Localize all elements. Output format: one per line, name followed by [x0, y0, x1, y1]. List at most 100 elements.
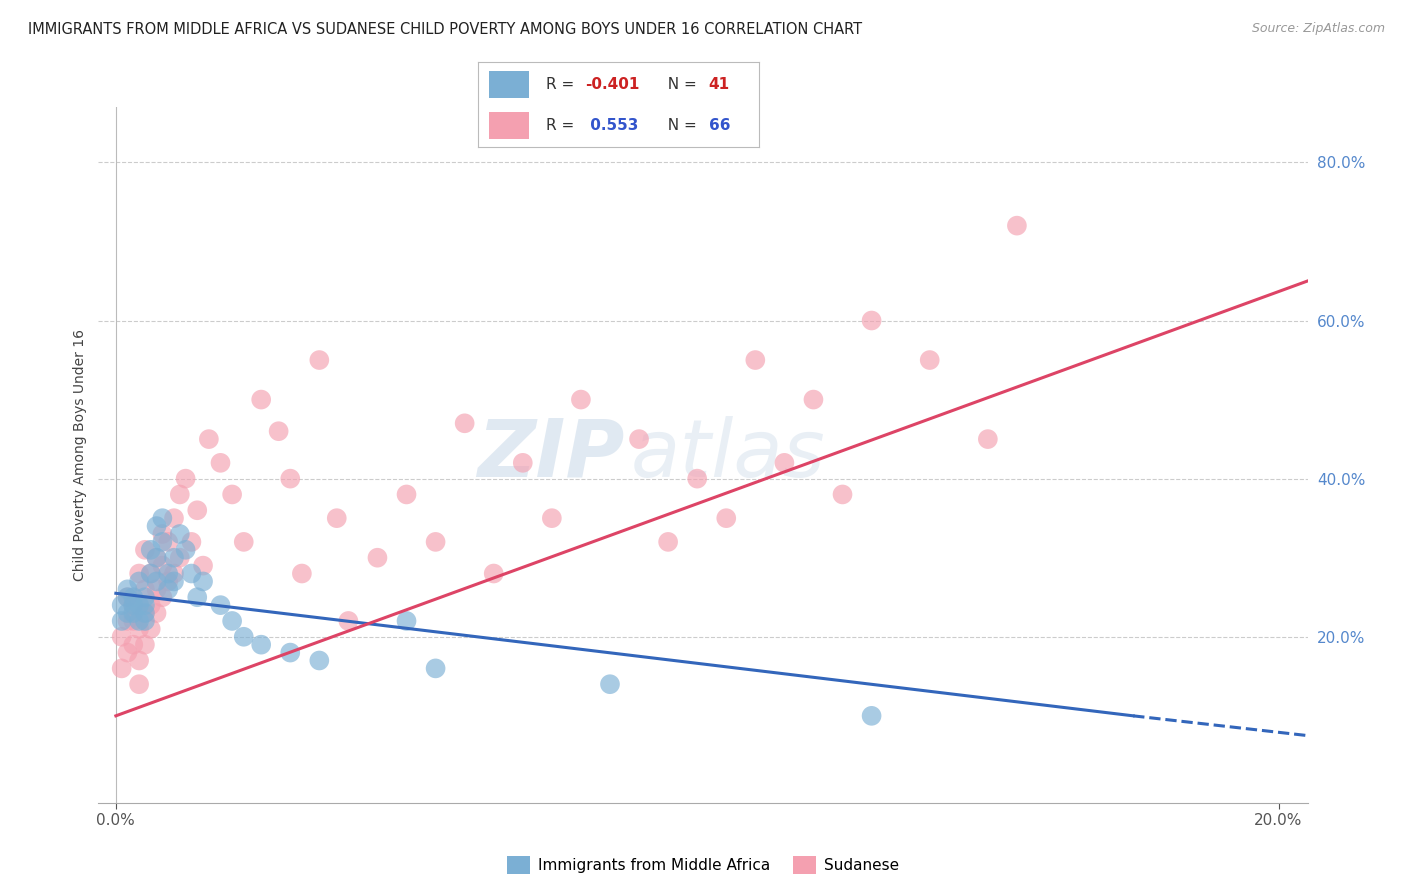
Point	[232, 534, 254, 549]
Point	[308, 653, 330, 667]
Point	[150, 511, 173, 525]
Point	[111, 614, 134, 628]
Text: ZIP: ZIP	[477, 416, 624, 494]
Point	[250, 392, 273, 407]
Point	[157, 534, 180, 549]
Point	[122, 598, 145, 612]
Point	[128, 574, 150, 589]
Point	[860, 313, 883, 327]
Point	[278, 646, 301, 660]
Point	[169, 527, 191, 541]
Point	[122, 614, 145, 628]
Point	[145, 574, 167, 589]
Point	[139, 566, 162, 581]
Point	[395, 487, 418, 501]
Point	[157, 582, 180, 597]
Point	[134, 606, 156, 620]
Point	[163, 574, 186, 589]
Point	[139, 566, 162, 581]
Text: Source: ZipAtlas.com: Source: ZipAtlas.com	[1251, 22, 1385, 36]
Point	[150, 527, 173, 541]
Point	[180, 534, 202, 549]
Text: -0.401: -0.401	[585, 77, 640, 92]
Point	[569, 392, 592, 407]
Point	[163, 566, 186, 581]
Point	[139, 622, 162, 636]
Point	[221, 614, 243, 628]
Text: R =: R =	[546, 77, 579, 92]
Point	[278, 472, 301, 486]
Point	[366, 550, 388, 565]
Point	[111, 630, 134, 644]
Bar	[489, 71, 529, 98]
Point	[163, 511, 186, 525]
Point	[128, 653, 150, 667]
Point	[169, 487, 191, 501]
Point	[117, 646, 139, 660]
Point	[174, 542, 197, 557]
Bar	[489, 112, 529, 139]
Point	[860, 708, 883, 723]
Point	[117, 614, 139, 628]
Point	[512, 456, 534, 470]
Point	[128, 614, 150, 628]
Point	[134, 582, 156, 597]
Point	[117, 591, 139, 605]
Point	[128, 677, 150, 691]
Point	[716, 511, 738, 525]
Point	[150, 558, 173, 573]
Point	[191, 574, 214, 589]
Point	[657, 534, 679, 549]
Point	[169, 550, 191, 565]
Y-axis label: Child Poverty Among Boys Under 16: Child Poverty Among Boys Under 16	[73, 329, 87, 581]
Point	[425, 534, 447, 549]
Text: N =: N =	[658, 77, 702, 92]
Point	[117, 606, 139, 620]
Point	[918, 353, 941, 368]
Point	[686, 472, 709, 486]
Point	[145, 606, 167, 620]
Point	[395, 614, 418, 628]
Point	[134, 542, 156, 557]
Point	[291, 566, 314, 581]
Point	[209, 598, 232, 612]
Point	[198, 432, 221, 446]
Point	[117, 591, 139, 605]
Point	[128, 598, 150, 612]
Point	[150, 534, 173, 549]
Text: N =: N =	[658, 118, 702, 133]
Point	[453, 417, 475, 431]
Point	[773, 456, 796, 470]
Point	[977, 432, 1000, 446]
Point	[122, 591, 145, 605]
Point	[145, 582, 167, 597]
Point	[150, 591, 173, 605]
Point	[145, 519, 167, 533]
Point	[540, 511, 562, 525]
Point	[111, 661, 134, 675]
Point	[803, 392, 825, 407]
Point	[628, 432, 651, 446]
Point	[599, 677, 621, 691]
Point	[186, 591, 208, 605]
Point	[831, 487, 853, 501]
Point	[122, 638, 145, 652]
Point	[122, 606, 145, 620]
Text: IMMIGRANTS FROM MIDDLE AFRICA VS SUDANESE CHILD POVERTY AMONG BOYS UNDER 16 CORR: IMMIGRANTS FROM MIDDLE AFRICA VS SUDANES…	[28, 22, 862, 37]
Point	[128, 622, 150, 636]
Point	[134, 606, 156, 620]
Point	[308, 353, 330, 368]
Point	[180, 566, 202, 581]
Point	[425, 661, 447, 675]
Point	[145, 550, 167, 565]
Point	[250, 638, 273, 652]
Text: 0.553: 0.553	[585, 118, 638, 133]
Point	[139, 542, 162, 557]
Point	[209, 456, 232, 470]
Point	[482, 566, 505, 581]
Point	[157, 566, 180, 581]
Text: 41: 41	[709, 77, 730, 92]
Point	[221, 487, 243, 501]
Point	[134, 614, 156, 628]
Point	[163, 550, 186, 565]
